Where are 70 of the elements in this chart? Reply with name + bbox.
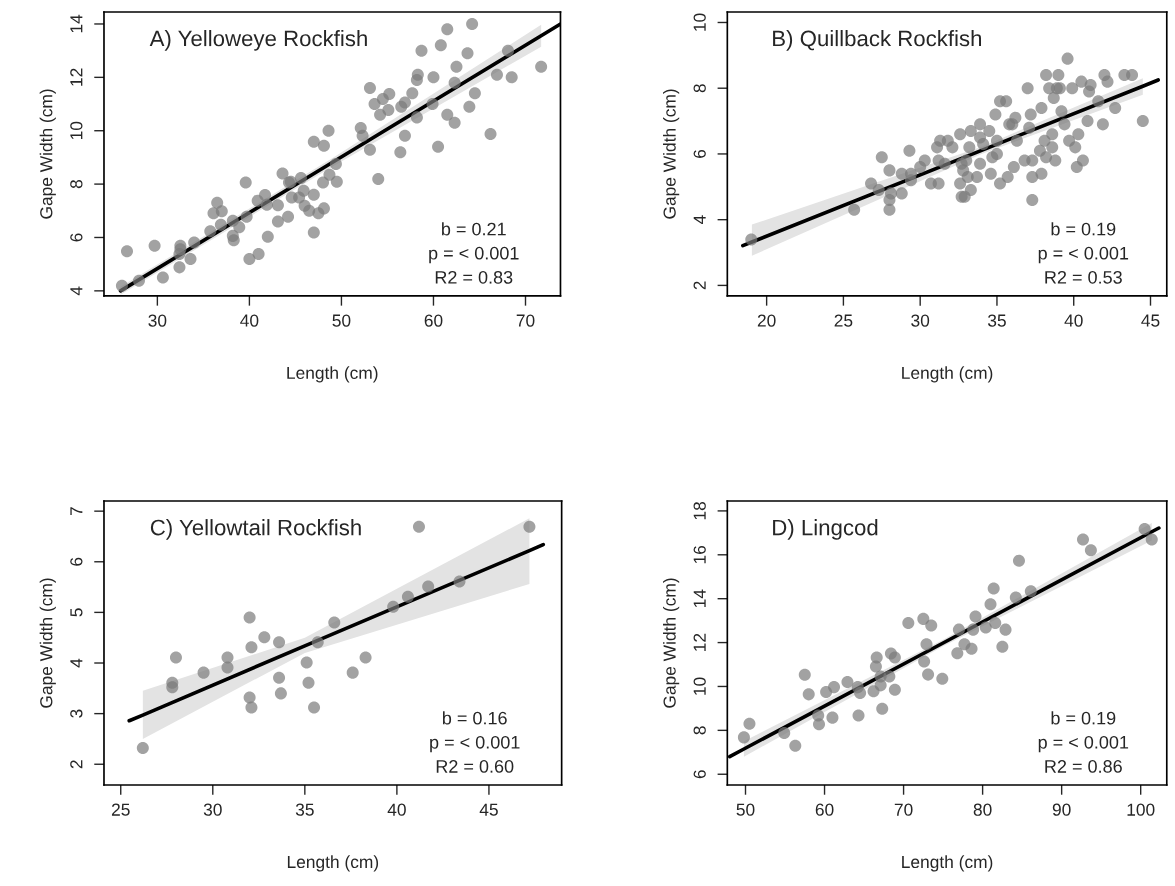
y-tick-label: 14: [70, 14, 83, 33]
x-tick-label: 50: [332, 314, 351, 327]
x-tick-label: 70: [894, 803, 913, 816]
x-tick-label: 70: [516, 314, 535, 327]
y-tick-label: 6: [70, 557, 83, 566]
x-tick-label: 40: [240, 314, 259, 327]
x-tick-label: 100: [1127, 803, 1155, 816]
y-tick-label: 10: [693, 13, 706, 31]
annotation: R2 = 0.60: [436, 760, 514, 773]
annotation: p = < 0.001: [430, 735, 520, 753]
y-tick-label: 7: [70, 507, 83, 516]
y-tick-label: 4: [70, 286, 83, 296]
y-tick-label: 14: [693, 589, 706, 608]
y-axis-title: Gape Width (cm): [39, 578, 56, 708]
annotation: R2 = 0.86: [1045, 760, 1122, 773]
x-tick-label: 60: [424, 314, 443, 327]
annotation: b = 0.16: [442, 711, 507, 725]
y-tick-label: 5: [70, 608, 83, 617]
x-axis-title: Length (cm): [287, 855, 379, 872]
annotation: p = < 0.001: [429, 246, 519, 264]
y-tick-label: 6: [693, 770, 706, 779]
y-tick-label: 2: [693, 281, 706, 290]
annotation: b = 0.21: [442, 222, 506, 236]
y-axis-title: Gape Width (cm): [663, 578, 680, 708]
y-tick-label: 2: [70, 760, 83, 769]
y-tick-label: 8: [693, 84, 706, 93]
y-tick-label: 8: [693, 726, 706, 735]
y-axis-title: Gape Width (cm): [663, 89, 680, 219]
x-tick-label: 40: [1064, 314, 1083, 327]
x-axis-title: Length (cm): [287, 366, 378, 383]
x-tick-label: 50: [736, 803, 755, 816]
y-tick-label: 16: [693, 545, 706, 564]
y-tick-label: 12: [70, 68, 83, 86]
x-tick-label: 40: [387, 803, 406, 816]
annotation: R2 = 0.83: [435, 270, 513, 284]
annotation: b = 0.19: [1051, 222, 1116, 236]
x-tick-label: 60: [815, 803, 834, 816]
x-tick-label: 35: [987, 314, 1006, 327]
y-axis-title: Gape Width (cm): [39, 89, 56, 219]
y-tick-label: 8: [70, 180, 83, 189]
y-tick-label: 10: [70, 121, 83, 140]
y-tick-label: 6: [70, 233, 83, 242]
x-tick-label: 25: [111, 803, 130, 816]
y-tick-label: 18: [693, 502, 706, 520]
annotation: A) Yelloweye Rockfish: [149, 30, 367, 51]
x-tick-label: 35: [295, 803, 314, 816]
x-tick-label: 30: [148, 314, 167, 327]
y-tick-label: 3: [70, 709, 83, 718]
annotation: b = 0.19: [1051, 711, 1116, 725]
y-tick-label: 4: [70, 658, 83, 668]
annotation: R2 = 0.53: [1045, 270, 1122, 284]
annotation: D) Lingcod: [773, 519, 878, 540]
annotation: B) Quillback Rockfish: [773, 30, 981, 51]
x-tick-label: 30: [911, 314, 930, 327]
y-tick-label: 12: [693, 633, 706, 651]
x-tick-label: 45: [479, 803, 498, 816]
annotation: C) Yellowtail Rockfish: [150, 519, 361, 540]
y-tick-label: 4: [693, 215, 706, 225]
x-tick-label: 25: [834, 314, 853, 327]
x-axis-title: Length (cm): [902, 855, 993, 872]
x-axis-title: Length (cm): [902, 366, 993, 383]
x-tick-label: 90: [1052, 803, 1071, 816]
x-tick-label: 45: [1141, 314, 1160, 327]
x-tick-label: 20: [757, 314, 776, 327]
x-tick-label: 30: [203, 803, 222, 816]
y-tick-label: 10: [693, 677, 706, 695]
annotation: p = < 0.001: [1038, 735, 1129, 753]
x-tick-label: 80: [973, 803, 992, 816]
y-tick-label: 6: [693, 149, 706, 158]
annotation: p = < 0.001: [1038, 246, 1129, 264]
